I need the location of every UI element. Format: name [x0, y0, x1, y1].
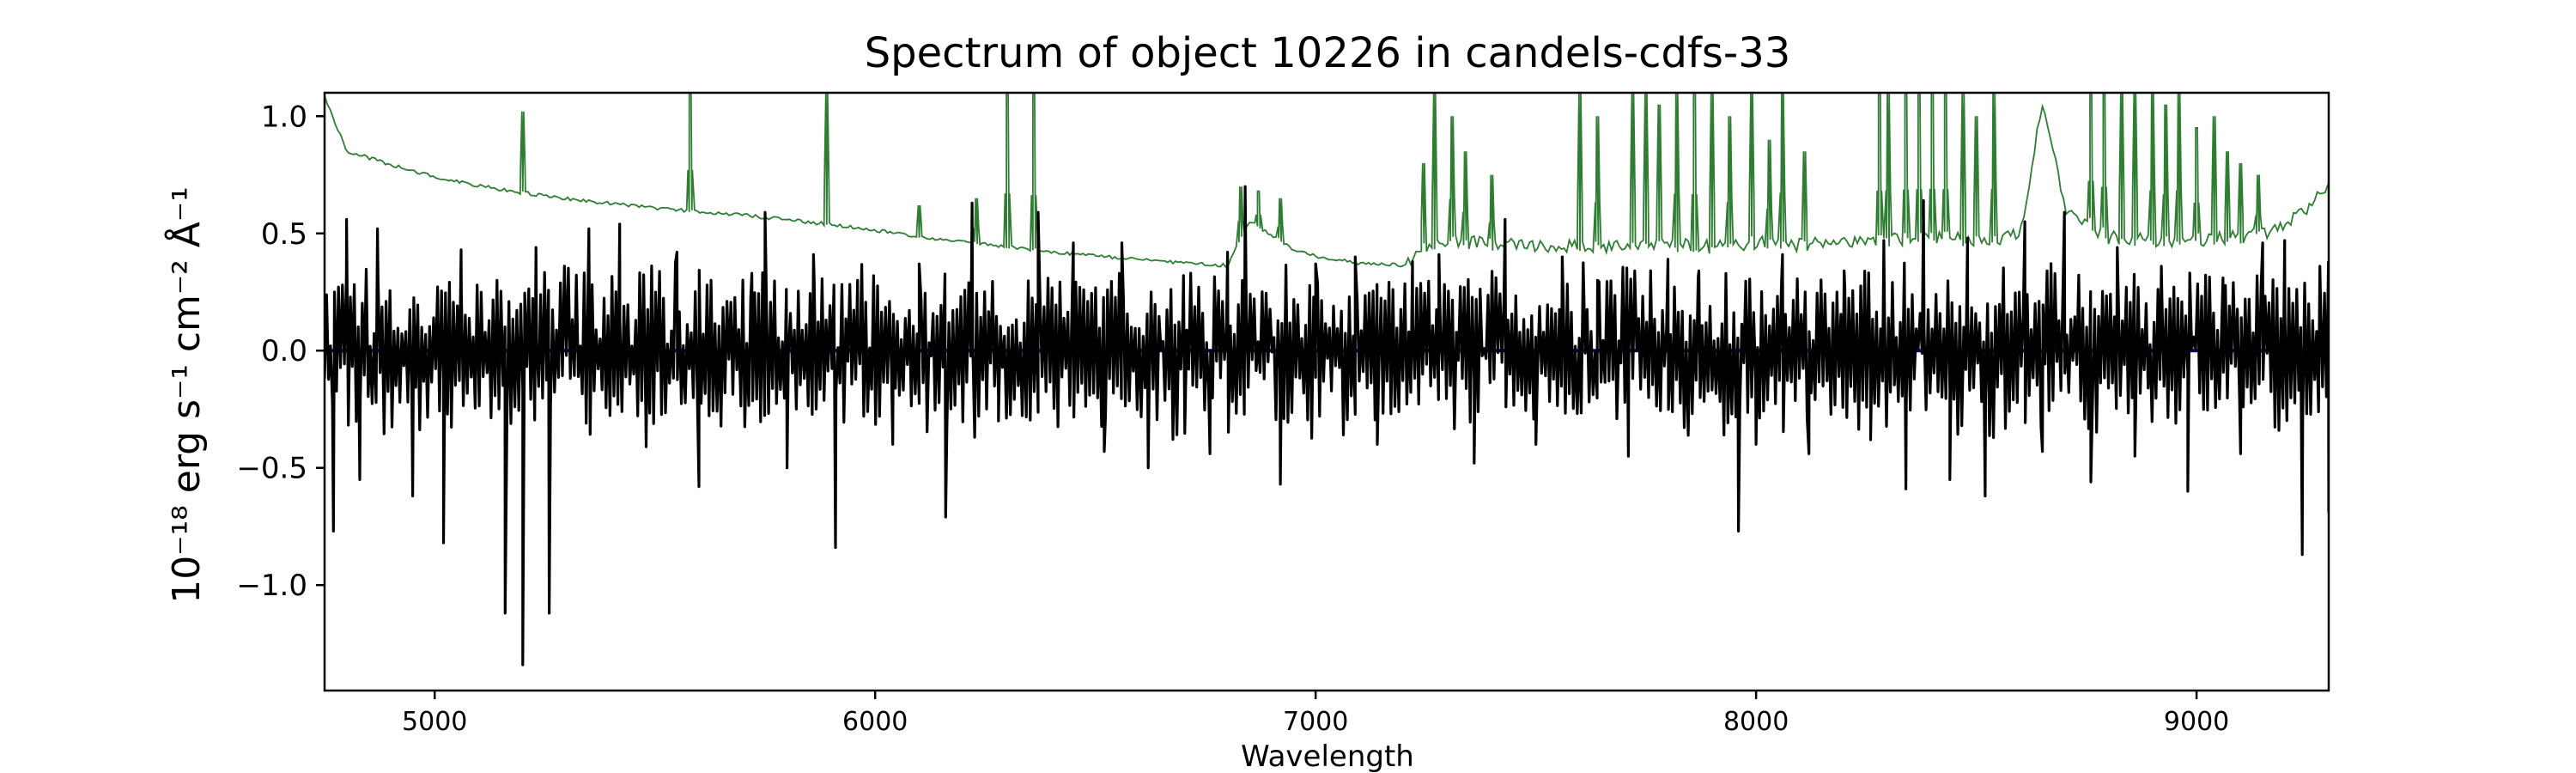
x-axis-ticks: 5000 6000 7000 8000 9000 — [402, 691, 2229, 737]
x-tick-label: 8000 — [1723, 707, 1789, 737]
y-tick-label: 1.0 — [261, 100, 307, 134]
chart-title: Spectrum of object 10226 in candels-cdfs… — [865, 29, 1791, 77]
x-tick-label: 5000 — [402, 707, 467, 737]
x-tick-label: 7000 — [1283, 707, 1348, 737]
y-tick-label: −0.5 — [236, 452, 307, 486]
flux-spectrum-line — [325, 185, 2329, 666]
plot-frame — [323, 91, 2330, 692]
x-tick-label: 9000 — [2164, 707, 2229, 737]
y-tick-label: −1.0 — [236, 569, 307, 603]
y-tick-label: 0.0 — [261, 334, 307, 368]
x-axis-label: Wavelength — [1241, 740, 1414, 773]
x-tick-label: 6000 — [842, 707, 908, 737]
y-tick-label: 0.5 — [261, 217, 307, 252]
plot-area — [325, 93, 2329, 666]
y-axis-ticks: −1.0 −0.5 0.0 0.5 1.0 — [236, 100, 325, 603]
y-axis-label: 10⁻¹⁸ erg s⁻¹ cm⁻² Å⁻¹ — [163, 186, 209, 603]
error-spectrum-line — [325, 93, 2329, 269]
